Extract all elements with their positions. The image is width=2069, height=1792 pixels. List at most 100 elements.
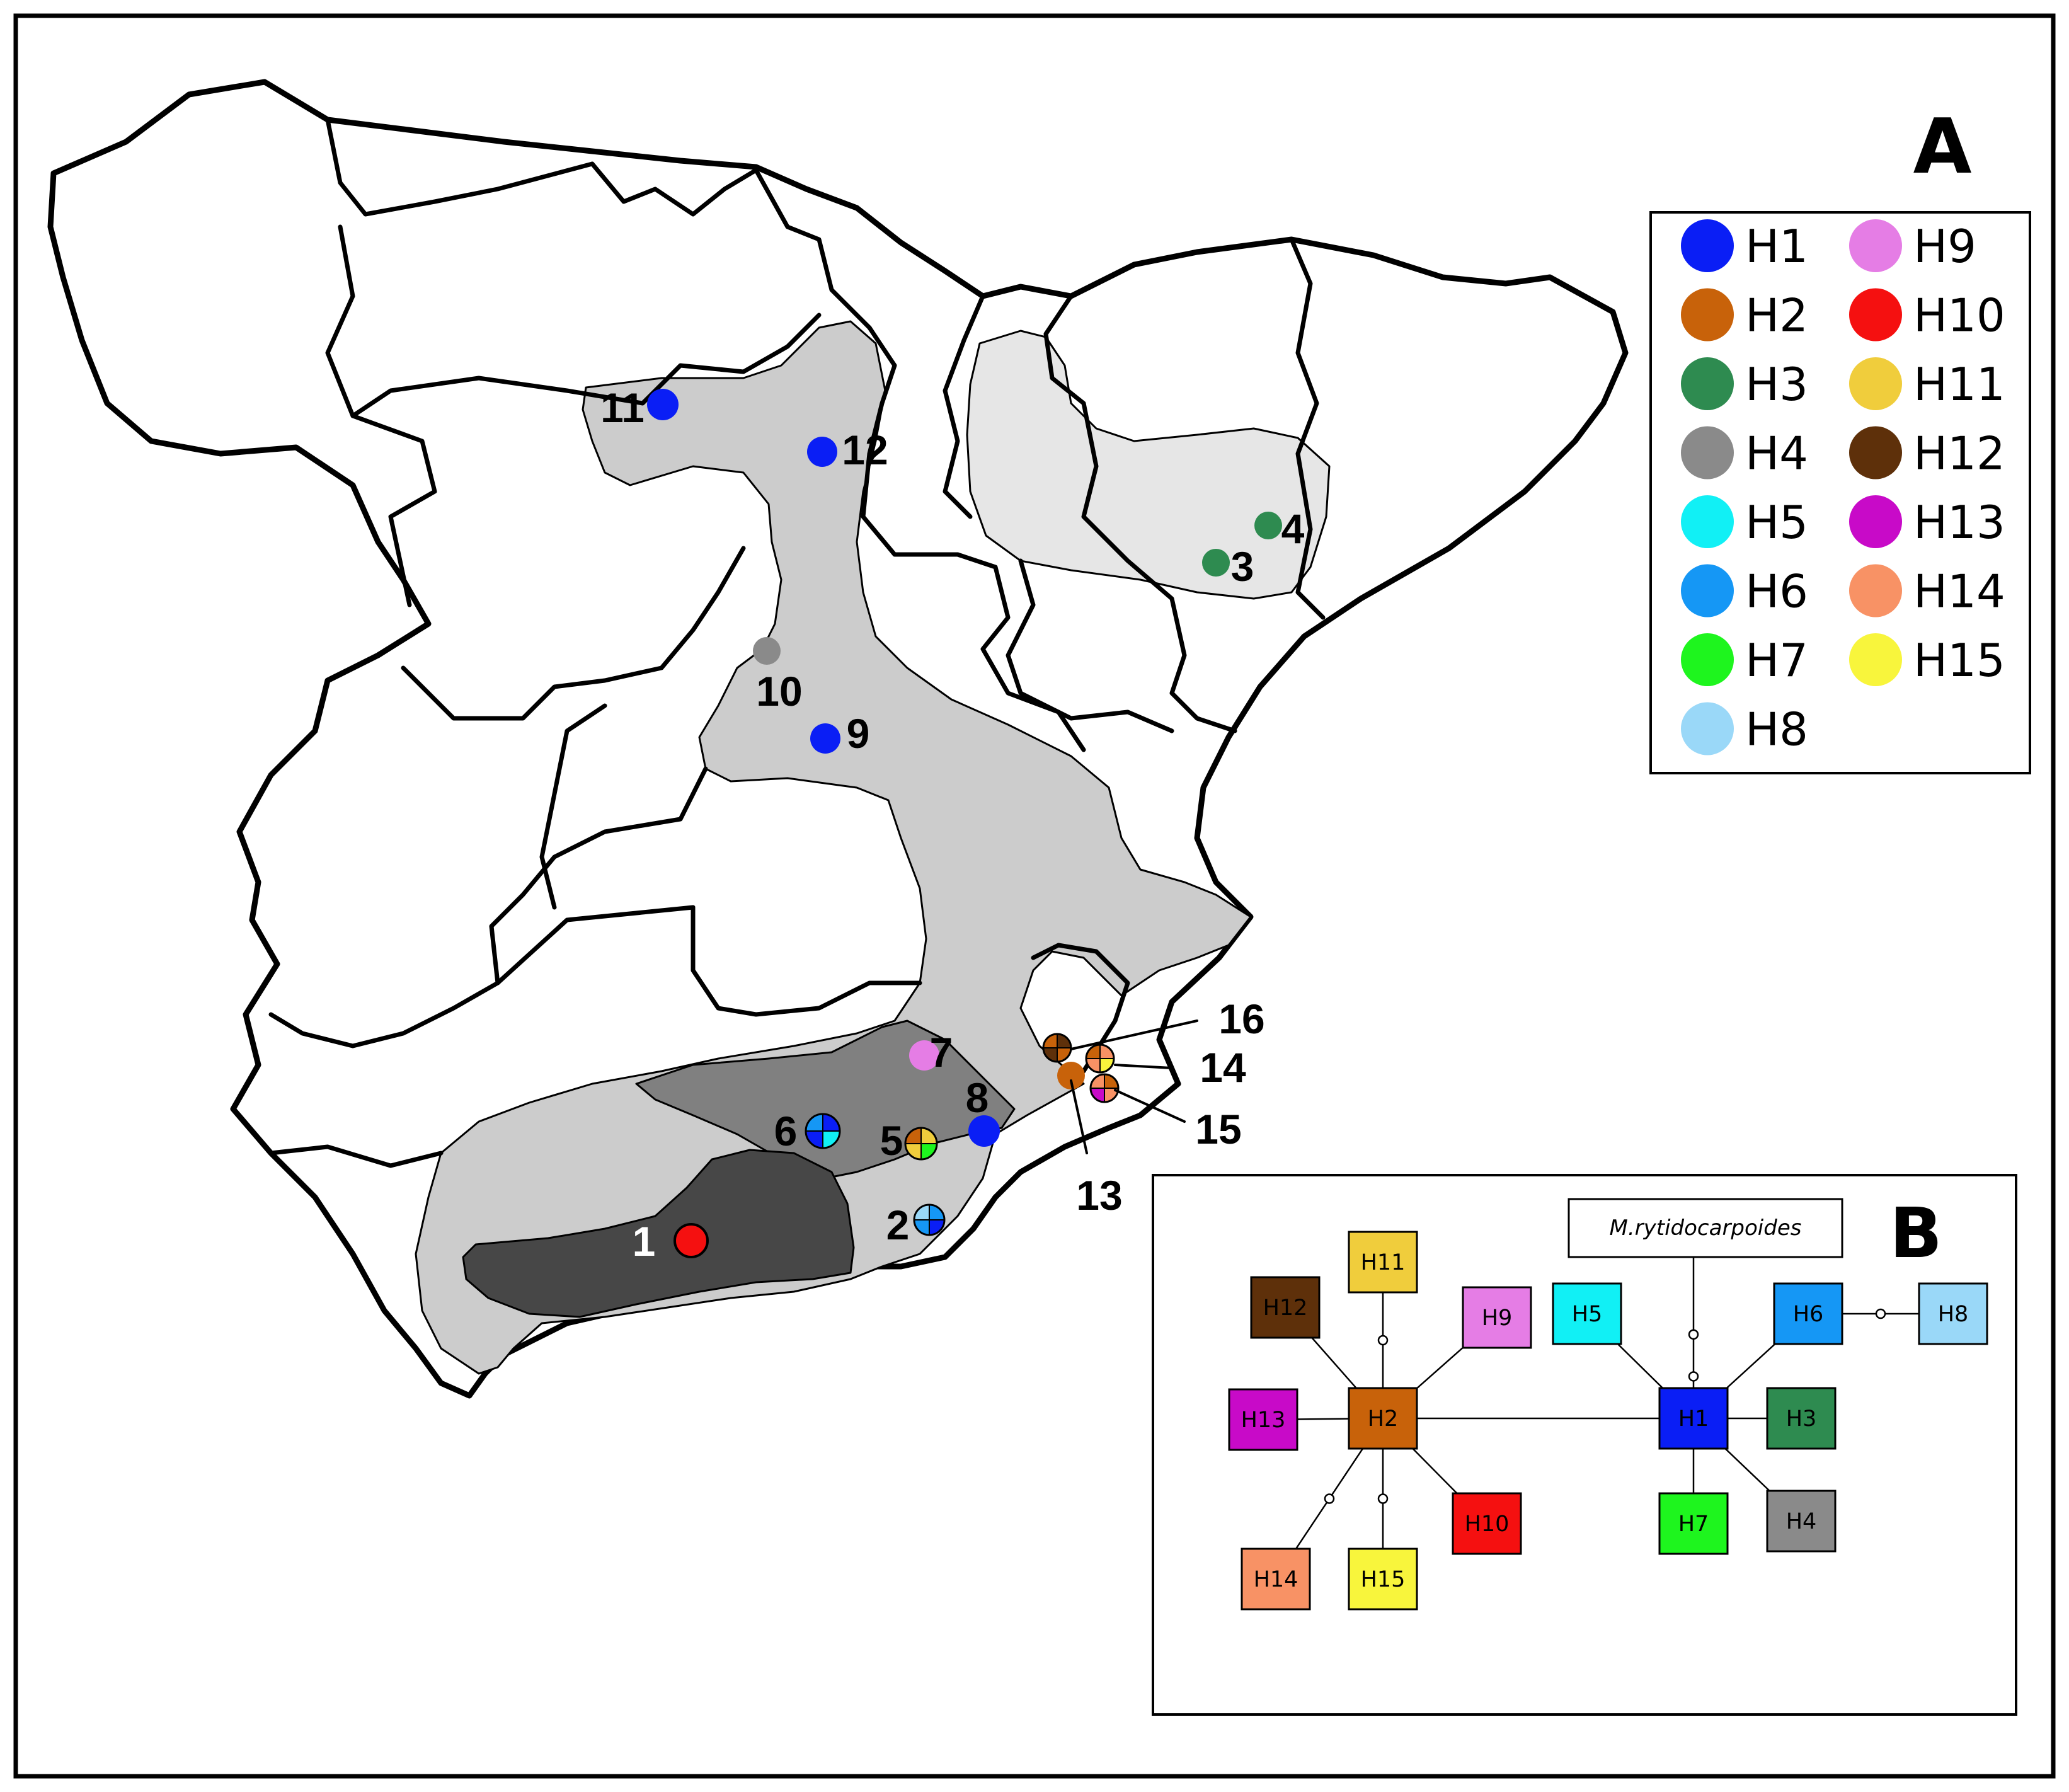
legend-swatch-h11	[1849, 357, 1902, 410]
legend-label-h14: H14	[1913, 565, 2005, 618]
network-node-box-h6	[1773, 1282, 1843, 1345]
boundary-13	[495, 905, 696, 985]
network-node-h12: H12	[1250, 1276, 1321, 1339]
legend-item-h7: H7	[1681, 633, 1808, 687]
outgroup-node: M.rytidocarpoides	[1568, 1198, 1843, 1258]
network-node-box-h10	[1452, 1492, 1522, 1555]
site-label-1: 1	[633, 1218, 656, 1265]
network-node-label-h7: H7	[1678, 1512, 1709, 1537]
boundary-12	[268, 766, 708, 1048]
legend-swatch-h6	[1681, 564, 1734, 617]
network-node-box-h5	[1552, 1282, 1622, 1345]
site-7-slice-1	[909, 1040, 939, 1071]
network-node-box-h15	[1348, 1548, 1418, 1611]
site-7	[909, 1040, 939, 1071]
site-9-slice-1	[810, 723, 840, 754]
legend-swatch-h10	[1849, 288, 1902, 342]
legend-swatch-h9	[1849, 219, 1902, 272]
network-node-label-h6: H6	[1793, 1302, 1824, 1327]
legend-item-h6: H6	[1681, 564, 1808, 618]
outgroup-label: M.rytidocarpoides	[1610, 1215, 1802, 1241]
network-node-h1: H1	[1658, 1387, 1729, 1450]
network-node-box-h9	[1462, 1286, 1532, 1349]
boundary-10	[1006, 558, 1174, 733]
network-node-label-h14: H14	[1254, 1567, 1298, 1592]
boundary-2	[590, 161, 759, 217]
network-node-label-h5: H5	[1572, 1302, 1603, 1327]
site-6	[805, 1113, 841, 1149]
network-node-h7: H7	[1658, 1492, 1729, 1555]
network-node-box-h3	[1766, 1387, 1837, 1450]
legend-swatch-h15	[1849, 633, 1902, 686]
site-8-slice-1	[968, 1115, 1000, 1147]
site-label-5: 5	[880, 1117, 903, 1164]
network-node-h8: H8	[1918, 1282, 1988, 1345]
sample-sites	[647, 389, 1282, 1258]
site-16	[1042, 1033, 1072, 1063]
network-nodes: H1 H2 H3 H4 H5 H6 H7 H8 H9 H10 H11 H12 H13 H14 H15	[1228, 1231, 1988, 1611]
network-node-label-h10: H10	[1465, 1512, 1510, 1537]
site-14	[1085, 1043, 1115, 1074]
network-node-h10: H10	[1452, 1492, 1522, 1555]
panel-label-b: B	[1889, 1193, 1942, 1273]
network-node-box-h12	[1250, 1276, 1321, 1339]
network-node-label-h12: H12	[1263, 1295, 1308, 1321]
network-node-label-h1: H1	[1678, 1406, 1709, 1432]
network-node-h5: H5	[1552, 1282, 1622, 1345]
site-2-outline	[913, 1203, 946, 1236]
missing-vertex	[1875, 1308, 1886, 1319]
boundary-16	[1031, 943, 1130, 1074]
missing-vertex	[1324, 1493, 1335, 1504]
legend-item-h12: H12	[1849, 426, 2005, 480]
network-node-h2: H2	[1348, 1387, 1418, 1450]
site-label-10: 10	[756, 668, 802, 715]
haplotype-network: B H1 H2 H3 H4 H5 H6 H7 H8 H9 H10 H11 H12 H13 H14 H15 M…	[1152, 1174, 2017, 1716]
legend-label-h1: H1	[1745, 220, 1808, 273]
legend-swatch-h4	[1681, 426, 1734, 480]
site-8	[968, 1115, 1000, 1147]
site-1-slice-1	[673, 1223, 709, 1258]
site-4-slice-1	[1254, 512, 1282, 539]
legend-item-h1: H1	[1681, 219, 1808, 273]
site-3-slice-1	[1202, 549, 1230, 577]
range-southern-dark	[462, 1149, 855, 1318]
regional-boundaries	[268, 117, 1326, 1168]
boundary-11	[401, 546, 746, 721]
network-node-label-h8: H8	[1938, 1302, 1969, 1327]
network-node-label-h2: H2	[1368, 1406, 1399, 1432]
site-10	[753, 637, 781, 665]
range-central-band	[415, 320, 1252, 1375]
haplotype-legend: H1 H2 H3 H4 H5 H6 H7 H8 H9 H10 H11 H12 H13 H14 H15	[1649, 211, 2031, 774]
legend-swatch-h8	[1681, 702, 1734, 755]
site-leader-lines	[1070, 1019, 1198, 1154]
site-label-15: 15	[1195, 1106, 1241, 1152]
legend-swatch-h3	[1681, 357, 1734, 410]
site-13	[1057, 1062, 1085, 1089]
network-node-label-h15: H15	[1361, 1567, 1406, 1592]
legend-label-h9: H9	[1913, 220, 1976, 273]
network-node-h4: H4	[1766, 1490, 1837, 1553]
panel-label-a: A	[1913, 103, 1972, 191]
boundary-8	[1043, 294, 1237, 733]
network-node-h9: H9	[1462, 1286, 1532, 1349]
legend-label-h4: H4	[1745, 427, 1808, 480]
legend-swatch-h5	[1681, 495, 1734, 548]
leader-14	[1114, 1064, 1173, 1069]
legend-item-h2: H2	[1681, 288, 1808, 342]
boundary-9	[1289, 237, 1326, 620]
network-node-label-h11: H11	[1361, 1250, 1406, 1275]
site-label-6: 6	[774, 1108, 798, 1154]
site-label-2: 2	[886, 1202, 910, 1248]
legend-item-h15: H15	[1849, 633, 2005, 687]
site-label-8: 8	[966, 1074, 989, 1121]
leader-16	[1070, 1019, 1198, 1050]
site-3	[1202, 549, 1230, 577]
legend-label-h11: H11	[1913, 358, 2005, 411]
missing-vertex	[1688, 1371, 1699, 1382]
missing-vertex	[1377, 1335, 1389, 1346]
site-4	[1254, 512, 1282, 539]
range-northern-light	[966, 330, 1331, 600]
site-5	[904, 1127, 938, 1161]
network-node-h6: H6	[1773, 1282, 1843, 1345]
site-label-16: 16	[1218, 996, 1264, 1042]
